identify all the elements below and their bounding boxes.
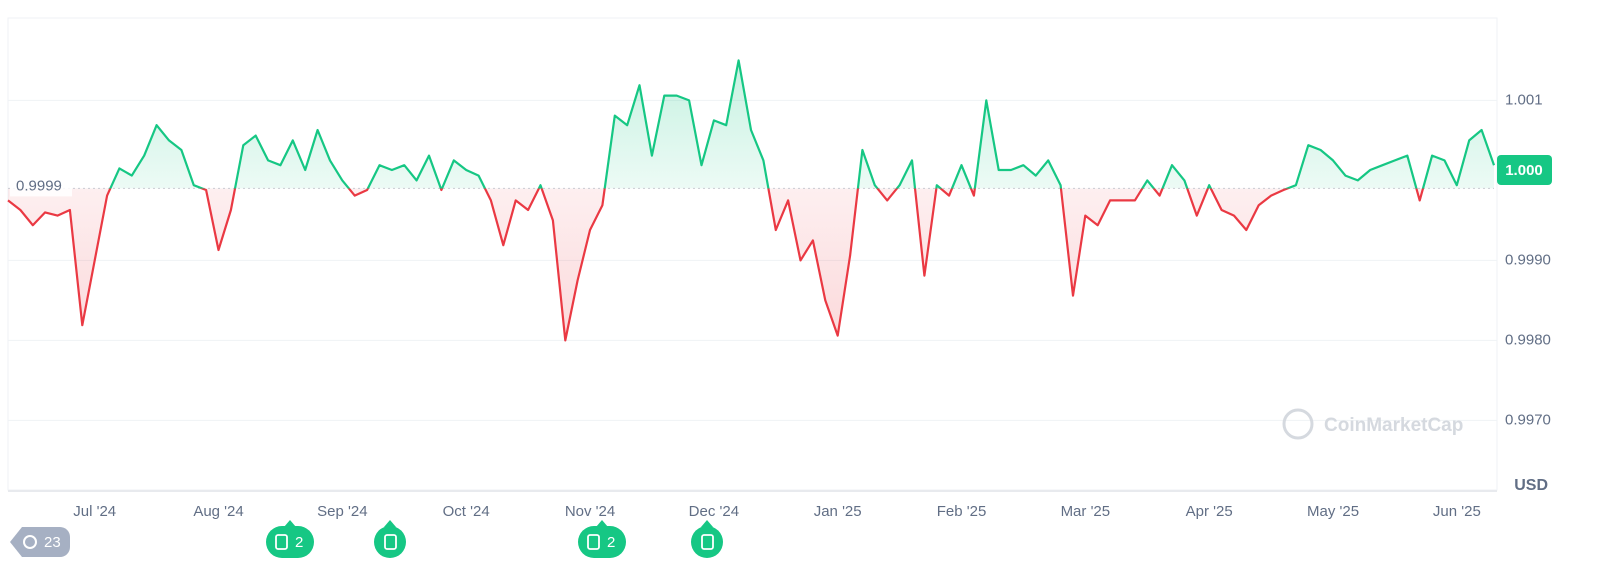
event-pointer <box>596 520 608 527</box>
event-badge[interactable] <box>374 526 406 558</box>
event-pointer <box>284 520 296 527</box>
price-badge <box>1497 155 1552 185</box>
baseline-label: 0.9999 <box>16 177 62 194</box>
event-badge[interactable] <box>691 526 723 558</box>
price-line <box>7 59 1496 342</box>
event-icon <box>587 534 600 550</box>
currency-label: USD <box>1514 477 1548 494</box>
y-tick-label: 1.001 <box>1505 91 1543 108</box>
y-tick-label: 0.9980 <box>1505 331 1551 348</box>
history-count: 23 <box>44 534 61 551</box>
price-area <box>8 60 1494 341</box>
event-pointer <box>701 520 713 527</box>
y-tick-label: 0.9970 <box>1505 411 1551 428</box>
history-badge <box>10 527 70 557</box>
y-tick-label: 0.9990 <box>1505 251 1551 268</box>
watermark: CoinMarketCap <box>1324 415 1463 436</box>
x-tick-label: May '25 <box>1307 503 1359 520</box>
plot-frame <box>7 17 1498 491</box>
x-tick-label: Feb '25 <box>937 503 987 520</box>
x-tick-label: Aug '24 <box>193 503 243 520</box>
x-tick-label: Sep '24 <box>317 503 367 520</box>
event-count: 2 <box>607 534 615 551</box>
x-tick-label: Oct '24 <box>443 503 490 520</box>
event-count: 2 <box>295 534 303 551</box>
x-tick-label: Jul '24 <box>73 503 116 520</box>
x-tick-label: Nov '24 <box>565 503 615 520</box>
baseline-label-bg <box>10 176 72 197</box>
price-badge-label: 1.000 <box>1505 162 1543 179</box>
history-icon <box>23 535 37 549</box>
axis-bar <box>8 490 1497 492</box>
event-badge[interactable] <box>578 526 626 558</box>
event-pointer <box>384 520 396 527</box>
event-icon <box>384 534 397 550</box>
x-tick-label: Dec '24 <box>689 503 739 520</box>
x-tick-label: Apr '25 <box>1186 503 1233 520</box>
event-icon <box>275 534 288 550</box>
watermark-logo <box>1282 408 1314 440</box>
x-tick-label: Jun '25 <box>1433 503 1481 520</box>
event-icon <box>701 534 714 550</box>
x-tick-label: Mar '25 <box>1061 503 1111 520</box>
event-badge[interactable] <box>266 526 314 558</box>
x-tick-label: Jan '25 <box>814 503 862 520</box>
